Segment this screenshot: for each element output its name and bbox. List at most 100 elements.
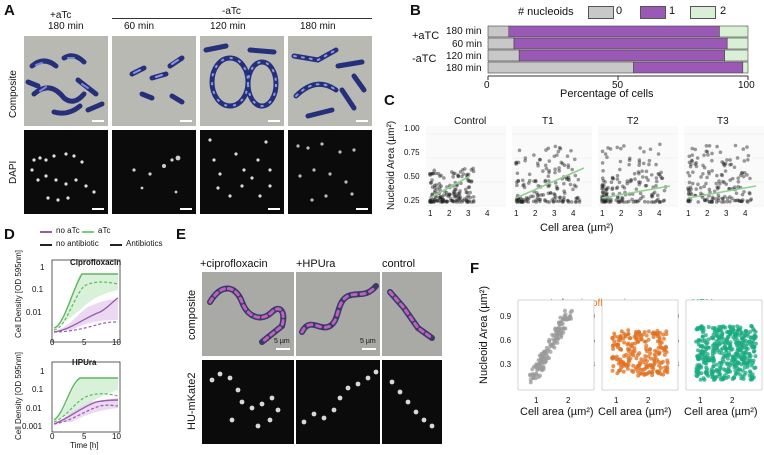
f-point [627,336,632,341]
e-scalebar-cipro: 5 µm [274,338,290,345]
c-point [650,194,654,198]
c-point [654,184,658,188]
f-point [612,339,617,344]
c-point [637,180,641,184]
c-point [702,198,707,202]
c-ytick-3: 0.25 [404,196,420,205]
c-point [552,196,556,201]
f-point [697,356,702,361]
c-point [717,196,721,200]
c-point [710,151,714,156]
c-point [449,198,453,203]
c-point [657,200,662,204]
e-composite-hpura: 5 µm [296,272,380,356]
c-point [648,147,653,152]
c-point [546,184,551,189]
c-point [553,195,558,199]
f-point [706,337,711,342]
e-hu-hpura [296,360,380,444]
c-point [428,198,432,203]
f-point [700,338,705,343]
c-point [447,192,452,197]
c-point [453,187,457,192]
c-point [715,185,720,189]
c-point [714,200,719,204]
c-point [618,167,622,172]
c-point [558,146,563,151]
c-point [704,144,709,148]
c-point [452,199,456,204]
f-point [651,335,656,340]
c-point [625,181,630,186]
f-point [555,329,560,334]
f-point [651,367,656,372]
f-point [652,360,657,365]
f-point [531,375,536,380]
f-point [700,334,705,339]
c-point [554,199,559,203]
c-point [715,144,719,149]
f-xlabel-b: Cell area (µm²) [598,406,672,418]
c-point [465,198,469,203]
c-point [737,198,741,203]
c-xtick: 2 [447,209,452,218]
c-point [569,148,573,153]
bar-3-series-0 [487,61,634,74]
c-point [718,150,723,155]
f-point [702,358,707,363]
f-point [733,359,738,364]
f-point [739,330,744,335]
c-point [465,195,469,200]
c-point [615,145,620,150]
c-point [454,198,458,203]
c-point [429,199,434,204]
c-xtick: 4 [571,209,576,218]
plus-atc-time: 180 min [48,21,84,32]
c-point [438,188,442,192]
f-point [612,331,617,336]
c-point [553,167,557,172]
f-point [720,377,725,382]
c-point [646,178,650,182]
c-point [710,200,714,204]
c-point [454,200,459,204]
c-point [562,181,566,186]
f-point [696,348,701,353]
f-point [555,334,560,339]
c-point [466,178,470,182]
f-point [723,347,728,352]
c-point [521,199,525,204]
c-point [651,192,656,196]
f-point [638,362,643,367]
c-point [622,144,626,148]
c-point [707,199,712,204]
c-point [471,169,476,174]
f-point [714,368,719,373]
f-point [742,345,747,350]
c-point [722,194,727,199]
c-point [445,199,450,204]
c-point [521,183,525,188]
c-point [746,158,750,162]
c-point [739,199,743,204]
c-point [566,175,571,180]
c-point [707,144,712,148]
c-point [574,200,578,204]
c-point [654,176,659,180]
c-point [453,171,457,176]
c-point [457,191,462,195]
c-xtick: 1 [686,209,691,218]
c-point [571,187,575,192]
c-point [516,160,521,165]
f-point [645,359,650,364]
c-point [722,163,727,168]
f-point [626,328,631,333]
c-point [688,197,693,202]
c-point [686,199,690,204]
c-point [629,178,634,183]
d-bottom-ytick-3: 0.001 [22,422,43,431]
f-point [728,326,733,331]
c-point [433,171,438,176]
f-point [642,371,647,376]
c-point [710,200,714,204]
